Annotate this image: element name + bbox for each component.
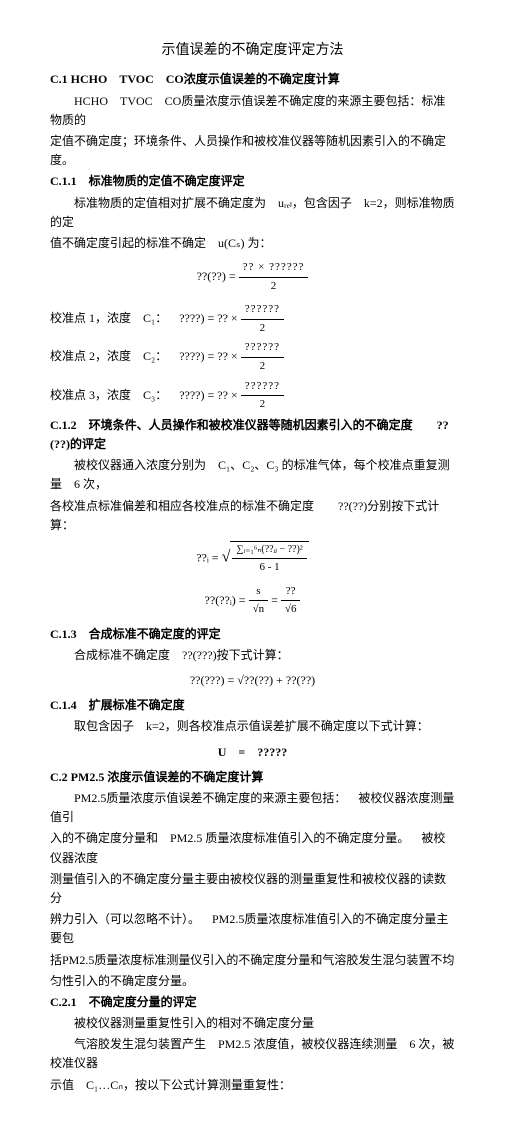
calibration-point-1: 校准点 1，浓度 C₁： ????) = ?? × ?????? 2 [50,301,455,337]
c2-text1: PM2.5质量浓度示值误差不确定度的来源主要包括： 被校仪器浓度测量值引 [50,789,455,827]
formula3b-num: ?? [281,583,301,602]
c2-text6: 匀性引入的不确定度分量。 [50,972,455,991]
c12-text1: 被校仪器通入浓度分别为 C₁、C₂、C₃ 的标准气体，每个校准点重复测量 6 次… [50,456,455,494]
cal1-den: 2 [241,320,284,338]
cal2-den: 2 [241,358,284,376]
formula2-den: 6 - 1 [232,559,306,577]
cal3-den: 2 [241,396,284,414]
formula2-num: ∑ᵢ₌₁⁶ₙ(??ᵢⱼ − ??)² [232,542,306,559]
heading-c13: C.1.3 合成标准不确定度的评定 [50,625,455,644]
cal3-num: ?????? [241,378,284,397]
calibration-point-2: 校准点 2，浓度 C₂： ????) = ?? × ?????? 2 [50,339,455,375]
cal2-num: ?????? [241,339,284,358]
c12-text2: 各校准点标准偏差和相应各校准点的标准不确定度 ??(??)分别按下式计算： [50,497,455,535]
heading-c1: C.1 HCHO TVOC CO浓度示值误差的不确定度计算 [50,70,455,89]
intro-line1: HCHO TVOC CO质量浓度示值误差不确定度的来源主要包括：标准物质的 [50,92,455,130]
formula-1: ??(??) = ?? × ?????? 2 [50,259,455,295]
formula3a-num: s [249,583,269,602]
formula3a-den: √n [249,601,269,619]
intro-line2: 定值不确定度；环境条件、人员操作和被校准仪器等随机因素引入的不确定度。 [50,132,455,170]
formula-2: ??ᵢ = √ ∑ᵢ₌₁⁶ₙ(??ᵢⱼ − ??)² 6 - 1 [50,541,455,577]
heading-c2: C.2 PM2.5 浓度示值误差的不确定度计算 [50,768,455,787]
c21-sub: 被校仪器测量重复性引入的相对不确定度分量 [50,1014,455,1033]
formula-4: ??(???) = √??(??) + ??(??) [50,671,455,690]
c2-text4: 辨力引入（可以忽略不计）。 PM2.5质量浓度标准值引入的不确定度分量主要包 [50,910,455,948]
formula1-num: ?? × ?????? [239,259,309,278]
formula3-lhs: ??(??ᵢ) = [205,592,246,606]
cal2-text: 校准点 2，浓度 C₂： ????) = ?? × [50,349,238,363]
c21-text1: 气溶胶发生混匀装置产生 PM2.5 浓度值，被校仪器连续测量 6 次，被校准仪器 [50,1035,455,1073]
cal1-text: 校准点 1，浓度 C₁： ????) = ?? × [50,311,238,325]
heading-c21: C.2.1 不确定度分量的评定 [50,993,455,1012]
c13-text: 合成标准不确定度 ??(???)按下式计算： [50,646,455,665]
formula2-lhs: ??ᵢ = [196,551,218,565]
heading-c11: C.1.1 标准物质的定值不确定度评定 [50,172,455,191]
c2-text5: 括PM2.5质量浓度标准测量仪引入的不确定度分量和气溶胶发生混匀装置不均 [50,951,455,970]
formula1-lhs: ??(??) = [197,269,236,283]
cal1-num: ?????? [241,301,284,320]
cal3-text: 校准点 3，浓度 C₃： ????) = ?? × [50,387,238,401]
heading-c14: C.1.4 扩展标准不确定度 [50,696,455,715]
page-title: 示值误差的不确定度评定方法 [50,40,455,62]
calibration-point-3: 校准点 3，浓度 C₃： ????) = ?? × ?????? 2 [50,378,455,414]
c14-text: 取包含因子 k=2，则各校准点示值误差扩展不确定度以下式计算： [50,717,455,736]
c2-text3: 测量值引入的不确定度分量主要由被校仪器的测量重复性和被校仪器的读数分 [50,870,455,908]
c11-text1: 标准物质的定值相对扩展不确定度为 uᵣₑₗ，包含因子 k=2，则标准物质的定 [50,194,455,232]
formula-3: ??(??ᵢ) = s √n = ?? √6 [50,583,455,619]
c21-text2: 示值 C₁…Cₙ，按以下公式计算测量重复性： [50,1076,455,1095]
heading-c12: C.1.2 环境条件、人员操作和被校准仪器等随机因素引入的不确定度 ??(??)… [50,416,455,454]
formula1-den: 2 [239,278,309,296]
c11-text2: 值不确定度引起的标准不确定 u(Cₛ) 为： [50,234,455,253]
c2-text2: 入的不确定度分量和 PM2.5 质量浓度标准值引入的不确定度分量。 被校仪器浓度 [50,829,455,867]
formula-5: U = ????? [50,743,455,762]
formula3b-den: √6 [281,601,301,619]
